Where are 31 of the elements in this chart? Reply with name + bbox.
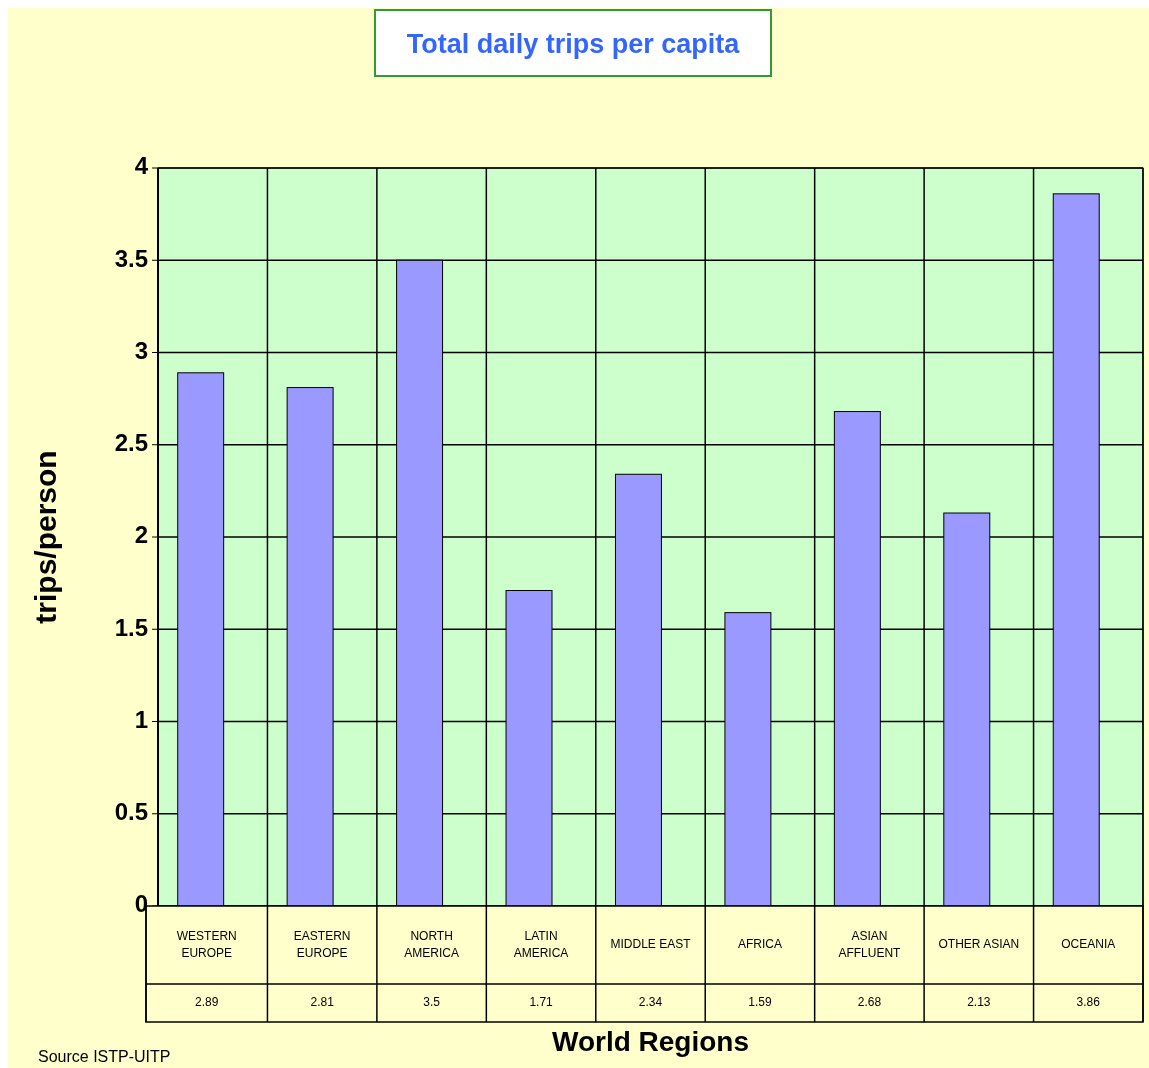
data-label: 3.86: [1076, 995, 1101, 1010]
y-tick-label: 3.5: [114, 244, 148, 272]
data-label: 2.89: [195, 995, 219, 1010]
y-tick-label: 0: [134, 890, 148, 918]
source-note: Source ISTP-UITP: [38, 1048, 171, 1065]
y-tick-label: 3: [134, 336, 148, 364]
x-tick-label: EASTERN EUROPE: [293, 929, 351, 961]
y-tick-label: 2: [134, 521, 148, 549]
x-tick-label: LATIN AMERICA: [513, 929, 569, 961]
y-axis-title: trips/person: [29, 450, 62, 624]
data-label: 2.34: [638, 995, 663, 1010]
y-tick-label: 1.5: [114, 613, 148, 641]
x-tick-label: MIDDLE EAST: [610, 937, 692, 952]
x-tick-label: ASIAN AFFLUENT: [838, 929, 902, 961]
x-tick-label: WESTERN EUROPE: [176, 929, 237, 961]
data-label: 1.59: [748, 995, 772, 1010]
data-label: 2.68: [857, 995, 882, 1010]
data-label: 1.71: [529, 995, 554, 1010]
x-axis-title: World Regions: [551, 1026, 750, 1057]
data-label: 2.81: [310, 995, 335, 1010]
x-tick-label: NORTH AMERICA: [404, 929, 459, 961]
x-tick-label: OTHER ASIAN: [938, 937, 1020, 952]
y-tick-label: 2.5: [114, 429, 148, 457]
y-tick-label: 1: [134, 705, 148, 733]
chart-title: Total daily trips per capita: [406, 29, 741, 60]
data-label: 3.5: [423, 995, 441, 1010]
data-label: 2.13: [967, 995, 991, 1010]
y-tick-label: 4: [134, 152, 149, 180]
x-tick-label: AFRICA: [737, 937, 782, 952]
y-tick-label: 0.5: [114, 798, 148, 826]
x-tick-label: OCEANIA: [1061, 937, 1116, 952]
